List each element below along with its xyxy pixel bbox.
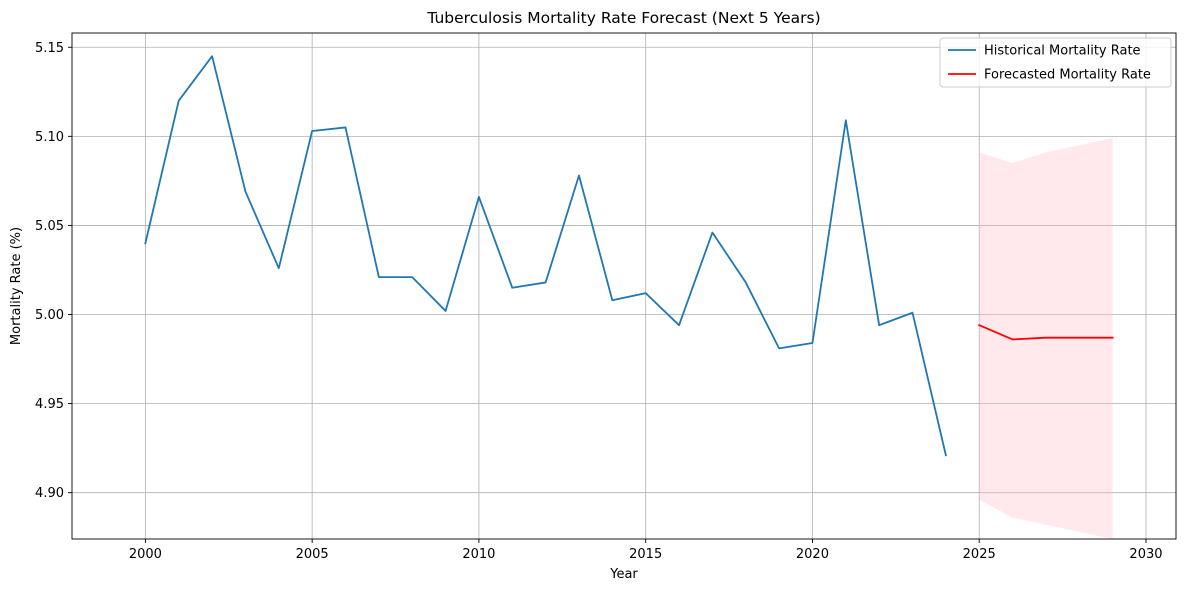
y-axis-title: Mortality Rate (%) [9,227,24,345]
legend-box [939,37,1172,88]
historical-data-point [345,127,347,129]
x-tick-label: 2020 [796,547,829,562]
forecast-series-line [978,324,1114,341]
historical-data-point [211,55,213,57]
historical-data-point [245,191,247,193]
historical-data-point [611,299,613,301]
historical-data-point [578,175,580,177]
axes-frame [71,32,1177,540]
y-tick-label: 5.10 [35,130,64,145]
forecast-data-point [1112,337,1114,339]
historical-data-point [178,100,180,102]
historical-data-point [945,454,947,456]
historical-data-point [311,130,313,132]
x-tick-label: 2000 [129,547,162,562]
y-tick-label: 4.90 [35,486,64,501]
x-tick-label: 2015 [629,547,662,562]
legend-forecast-label: Forecasted Mortality Rate [984,68,1151,83]
historical-data-point [711,232,713,234]
historical-data-point [812,342,814,344]
historical-data-point [411,276,413,278]
plot-area: 2000 2005 2010 2015 2020 2025 2030 4.90 4.95 5.00… [35,32,1177,562]
historical-data-point [378,276,380,278]
y-tick-label: 4.95 [35,397,64,412]
forecast-data-point [1012,339,1014,341]
y-tick-label: 5.05 [35,219,64,234]
historical-data-point [278,267,280,269]
historical-data-point [144,242,146,244]
historical-data-point [545,282,547,284]
historical-data-point [745,282,747,284]
chart-title: Tuberculosis Mortality Rate Forecast (Ne… [426,9,820,27]
x-axis-title: Year [609,567,638,582]
legend-historical-label: Historical Mortality Rate [984,44,1141,59]
y-tick-label: 5.15 [35,41,64,56]
historical-data-point [912,312,914,314]
forecast-data-point [1045,337,1047,339]
historical-data-point [845,119,847,121]
historical-data-point [878,324,880,326]
x-tick-label: 2025 [963,547,996,562]
historical-data-point [678,324,680,326]
historical-series-line [144,55,947,457]
historical-data-point [478,196,480,198]
legend: Historical Mortality Rate Forecasted Mort… [939,37,1172,88]
historical-data-point [511,287,513,289]
historical-data-point [778,347,780,349]
y-tick-label: 5.00 [35,308,64,323]
forecast-data-point [978,324,980,326]
forecast-data-point [1078,337,1080,339]
x-tick-label: 2030 [1129,547,1162,562]
x-tick-label: 2005 [296,547,329,562]
historical-data-point [445,310,447,312]
x-tick-label: 2010 [462,547,495,562]
historical-data-point [645,292,647,294]
